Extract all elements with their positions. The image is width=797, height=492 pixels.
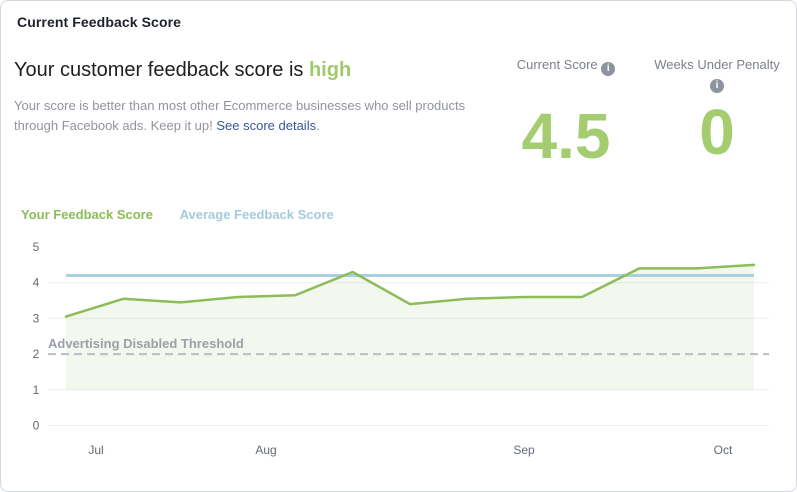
x-axis-month-label: Aug xyxy=(255,443,276,457)
score-description: Your score is better than most other Eco… xyxy=(14,96,484,136)
weeks-under-penalty-stat: Weeks Under Penalty 0 xyxy=(642,56,792,164)
x-axis-month-label: Oct xyxy=(714,443,733,457)
info-icon[interactable] xyxy=(710,79,724,93)
y-axis-tick-label: 3 xyxy=(33,311,40,325)
feedback-score-chart: Advertising Disabled Threshold 0 1 2 3 4 5 Jul A… xyxy=(1,237,796,483)
y-axis-tick-label: 5 xyxy=(33,240,40,254)
current-score-value: 4.5 xyxy=(521,100,611,172)
x-axis-month-label: Sep xyxy=(513,443,535,457)
legend-average-feedback-score[interactable]: Average Feedback Score xyxy=(179,207,334,222)
description-text: Your score is better than most other Eco… xyxy=(14,98,466,133)
weeks-under-penalty-label: Weeks Under Penalty xyxy=(654,57,780,72)
page-title: Current Feedback Score xyxy=(17,14,182,30)
x-axis-month-label: Jul xyxy=(88,443,103,457)
headline-text: Your customer feedback score is xyxy=(14,59,309,81)
current-score-stat: Current Score 4.5 xyxy=(491,56,641,168)
description-period: . xyxy=(316,118,320,133)
headline: Your customer feedback score is high xyxy=(14,59,351,82)
weeks-under-penalty-value: 0 xyxy=(699,96,735,168)
y-axis-tick-label: 4 xyxy=(33,276,40,290)
weeks-under-penalty-label-row: Weeks Under Penalty xyxy=(642,56,792,93)
score-status-badge: high xyxy=(308,59,352,81)
chart-legend: Your Feedback Score Average Feedback Sco… xyxy=(21,207,357,222)
your-score-line xyxy=(64,263,756,318)
threshold-label: Advertising Disabled Threshold xyxy=(48,336,244,351)
see-score-details-link[interactable]: See score details xyxy=(216,118,317,133)
current-score-label: Current Score xyxy=(516,57,598,72)
y-axis-tick-label: 2 xyxy=(33,347,40,361)
chart-canvas: Advertising Disabled Threshold 0 1 2 3 4 5 Jul A… xyxy=(33,240,769,457)
legend-your-feedback-score[interactable]: Your Feedback Score xyxy=(21,207,153,222)
info-icon[interactable] xyxy=(601,62,616,76)
current-score-label-row: Current Score xyxy=(491,56,641,76)
score-area-fill xyxy=(66,264,754,390)
y-axis-tick-label: 1 xyxy=(33,383,40,397)
y-axis-tick-label: 0 xyxy=(33,419,40,433)
